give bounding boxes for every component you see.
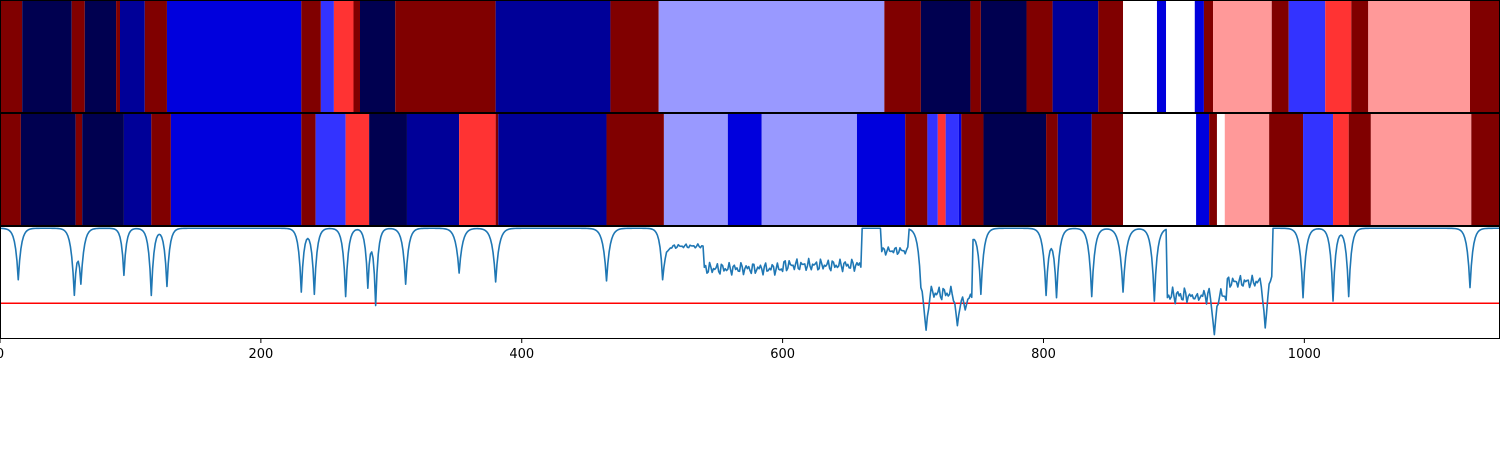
heatmap-cell-t1-30 xyxy=(1213,0,1272,112)
heatmap-cell-t2-17 xyxy=(663,113,728,225)
heatmap-cell-t2-29 xyxy=(1057,113,1092,225)
heatmap-cell-t1-21 xyxy=(980,0,1027,112)
heatmap-cell-t2-30 xyxy=(1091,113,1124,225)
heatmap-cell-t1-23 xyxy=(1052,0,1099,112)
heatmap-cell-t2-13 xyxy=(459,113,496,225)
heatmap-cell-t2-15 xyxy=(498,113,607,225)
heatmap-cell-t2-32 xyxy=(1196,113,1210,225)
heatmap-cell-t1-36 xyxy=(1470,0,1500,112)
heatmap-cell-t1-13 xyxy=(360,0,396,112)
heatmap-cell-t1-5 xyxy=(116,0,120,112)
heatmap-cell-t1-9 xyxy=(301,0,321,112)
heatmap-cell-t2-23 xyxy=(937,113,946,225)
heatmap-cell-t2-4 xyxy=(82,113,124,225)
x-tick-label-400: 400 xyxy=(509,347,534,362)
x-tick-label-600: 600 xyxy=(770,347,795,362)
signal-panel xyxy=(0,227,1500,336)
heatmap-cell-t1-25 xyxy=(1123,0,1157,112)
heatmap-cell-t2-22 xyxy=(927,113,938,225)
heatmap-cell-t1-31 xyxy=(1271,0,1289,112)
heatmap-cell-t1-12 xyxy=(353,0,360,112)
heatmap-cell-t2-27 xyxy=(983,113,1047,225)
heatmap-cell-t2-8 xyxy=(301,113,316,225)
heatmap-cell-t2-37 xyxy=(1303,113,1334,225)
heatmap-cell-t1-10 xyxy=(320,0,334,112)
heatmap-cell-t1-6 xyxy=(120,0,145,112)
heatmap-cell-t1-33 xyxy=(1325,0,1352,112)
heatmap-cell-t2-12 xyxy=(406,113,460,225)
heatmap-cell-t2-14 xyxy=(495,113,499,225)
heatmap-cell-t1-32 xyxy=(1288,0,1326,112)
heatmap-cell-t2-21 xyxy=(905,113,928,225)
heatmap-cell-t2-3 xyxy=(75,113,83,225)
heatmap-cell-t1-19 xyxy=(920,0,971,112)
heatmap-cell-t2-1 xyxy=(0,113,21,225)
heatmap-cell-t2-40 xyxy=(1370,113,1472,225)
x-tick-label-0: 0 xyxy=(0,347,4,362)
heatmap-cell-t1-35 xyxy=(1368,0,1470,112)
heatmap-cell-t2-18 xyxy=(727,113,762,225)
heatmap-cell-t1-26 xyxy=(1156,0,1167,112)
heatmap-cell-t2-36 xyxy=(1269,113,1304,225)
heatmap-cell-t2-10 xyxy=(345,113,370,225)
heatmap-cell-t2-25 xyxy=(958,113,962,225)
heatmap-cell-t1-29 xyxy=(1203,0,1214,112)
x-tick-label-1000: 1000 xyxy=(1288,347,1321,362)
heatmap-cell-t1-24 xyxy=(1098,0,1124,112)
heatmap-cell-t2-35 xyxy=(1224,113,1270,225)
heatmap-cell-t1-28 xyxy=(1194,0,1204,112)
heatmap-cell-t1-18 xyxy=(884,0,921,112)
heatmap-cell-t1-20 xyxy=(970,0,981,112)
heatmap-cell-t1-11 xyxy=(333,0,354,112)
heatmap-cell-t2-34 xyxy=(1216,113,1225,225)
heatmap-cell-t1-2 xyxy=(22,0,72,112)
heatmap-cell-t2-20 xyxy=(856,113,906,225)
heatmap-cell-t1-14 xyxy=(395,0,496,112)
heatmap-cell-t1-27 xyxy=(1166,0,1195,112)
heatmap-cell-t2-6 xyxy=(151,113,171,225)
heatmap-cell-t2-38 xyxy=(1333,113,1349,225)
heatmap-cell-t2-2 xyxy=(20,113,76,225)
heatmap-cell-t2-5 xyxy=(123,113,152,225)
x-tick-label-200: 200 xyxy=(248,347,273,362)
heatmap-tracks xyxy=(0,0,1500,225)
heatmap-cell-t2-31 xyxy=(1123,113,1197,225)
heatmap-cell-t1-22 xyxy=(1026,0,1053,112)
heatmap-cell-t1-8 xyxy=(166,0,302,112)
signal-line xyxy=(0,227,1500,336)
heatmap-cell-t1-17 xyxy=(658,0,885,112)
heatmap-cell-t2-24 xyxy=(945,113,959,225)
heatmap-cell-t2-28 xyxy=(1046,113,1058,225)
heatmap-cell-t2-7 xyxy=(170,113,302,225)
heatmap-cell-t2-19 xyxy=(761,113,857,225)
heatmap-cell-t2-16 xyxy=(606,113,664,225)
heatmap-cell-t2-9 xyxy=(315,113,346,225)
heatmap-cell-t1-4 xyxy=(84,0,117,112)
heatmap-cell-t1-34 xyxy=(1351,0,1369,112)
heatmap-cell-t2-41 xyxy=(1471,113,1500,225)
heatmap-cell-t1-1 xyxy=(0,0,23,112)
x-axis: 0 200 400 600 800 1000 xyxy=(0,338,1321,362)
heatmap-cell-t2-39 xyxy=(1348,113,1371,225)
heatmap-cell-t1-15 xyxy=(495,0,611,112)
heatmap-cell-t1-7 xyxy=(144,0,167,112)
x-tick-label-800: 800 xyxy=(1031,347,1056,362)
panel-frame-3 xyxy=(0,226,1500,339)
heatmap-cell-t2-11 xyxy=(369,113,407,225)
heatmap-cell-t1-3 xyxy=(71,0,85,112)
heatmap-cell-t2-33 xyxy=(1209,113,1217,225)
heatmap-cell-t2-26 xyxy=(961,113,984,225)
heatmap-cell-t1-16 xyxy=(610,0,659,112)
